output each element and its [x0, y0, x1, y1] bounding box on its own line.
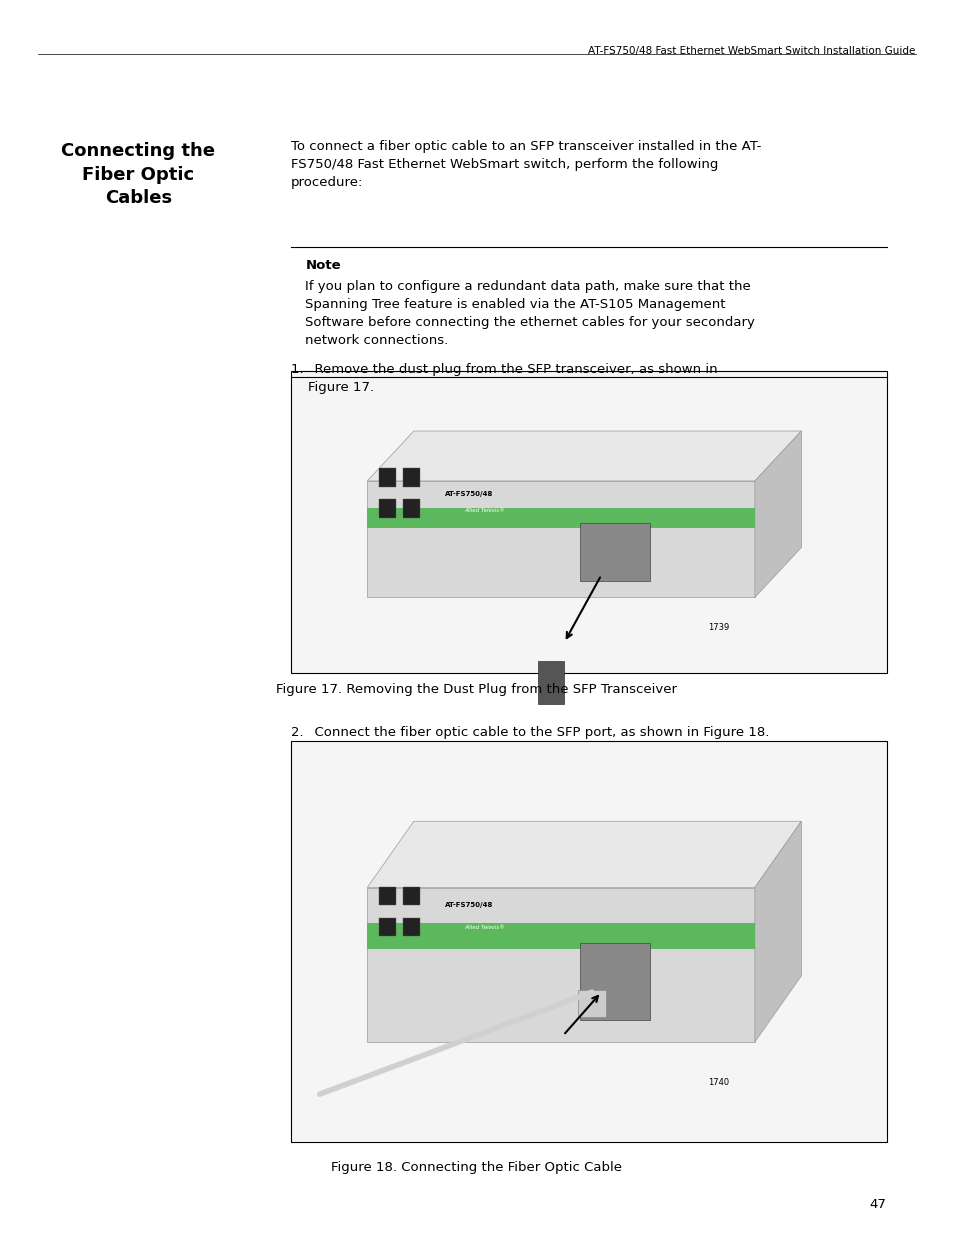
Bar: [291, 370, 886, 673]
Text: Note: Note: [305, 259, 340, 273]
Polygon shape: [367, 431, 801, 480]
Text: 47: 47: [868, 1198, 885, 1210]
Polygon shape: [754, 821, 801, 1042]
FancyBboxPatch shape: [367, 480, 754, 598]
Text: 1.  Remove the dust plug from the SFP transceiver, as shown in
    Figure 17.: 1. Remove the dust plug from the SFP tra…: [291, 363, 717, 394]
Bar: [579, 522, 650, 580]
Bar: [367, 923, 754, 950]
Text: To connect a fiber optic cable to an SFP transceiver installed in the AT-
FS750/: To connect a fiber optic cable to an SFP…: [291, 140, 760, 189]
Text: Connecting the
Fiber Optic
Cables: Connecting the Fiber Optic Cables: [61, 142, 215, 207]
Bar: [291, 741, 886, 1142]
Text: Figure 17. Removing the Dust Plug from the SFP Transceiver: Figure 17. Removing the Dust Plug from t…: [276, 683, 677, 695]
Bar: [537, 661, 563, 704]
Bar: [402, 468, 419, 487]
Bar: [402, 499, 419, 517]
Text: Allied Telesis®: Allied Telesis®: [464, 509, 504, 514]
Bar: [579, 942, 650, 1020]
Bar: [378, 499, 395, 517]
Polygon shape: [367, 821, 801, 888]
Text: AT-FS750/48: AT-FS750/48: [444, 902, 493, 908]
Text: If you plan to configure a redundant data path, make sure that the
Spanning Tree: If you plan to configure a redundant dat…: [305, 280, 755, 347]
Text: Figure 18. Connecting the Fiber Optic Cable: Figure 18. Connecting the Fiber Optic Ca…: [331, 1161, 622, 1173]
Bar: [577, 989, 605, 1016]
Bar: [402, 887, 419, 905]
Bar: [367, 508, 754, 527]
Bar: [378, 468, 395, 487]
Text: 1739: 1739: [707, 624, 729, 632]
Bar: [378, 918, 395, 936]
Polygon shape: [754, 431, 801, 598]
Bar: [378, 887, 395, 905]
Text: AT-FS750/48: AT-FS750/48: [444, 492, 493, 498]
Text: 1740: 1740: [707, 1078, 729, 1087]
Bar: [402, 918, 419, 936]
Text: AT-FS750/48 Fast Ethernet WebSmart Switch Installation Guide: AT-FS750/48 Fast Ethernet WebSmart Switc…: [588, 46, 915, 56]
Text: 2.  Connect the fiber optic cable to the SFP port, as shown in Figure 18.: 2. Connect the fiber optic cable to the …: [291, 726, 768, 740]
Text: Allied Telesis®: Allied Telesis®: [464, 925, 504, 930]
FancyBboxPatch shape: [367, 888, 754, 1042]
